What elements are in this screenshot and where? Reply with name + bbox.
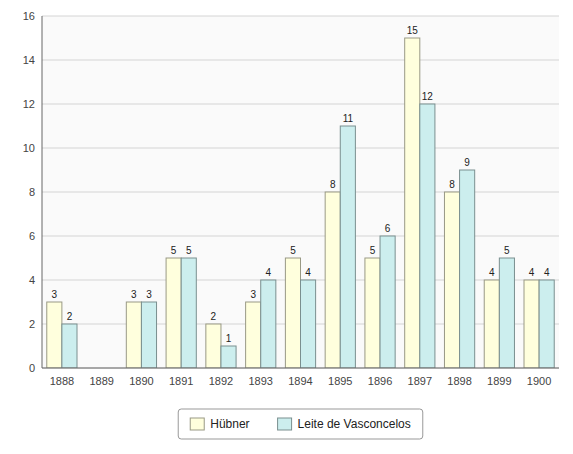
y-tick-label: 2: [29, 318, 35, 330]
data-label: 8: [449, 179, 455, 190]
data-label: 3: [131, 289, 137, 300]
x-tick-label: 1899: [487, 375, 511, 387]
x-tick-label: 1893: [248, 375, 272, 387]
data-label: 2: [211, 311, 217, 322]
plot-area: [42, 16, 559, 368]
grid-line: [42, 192, 559, 193]
bar: [405, 38, 420, 368]
data-label: 4: [266, 267, 272, 278]
data-label: 5: [171, 245, 177, 256]
data-label: 1: [226, 333, 232, 344]
data-label: 6: [385, 223, 391, 234]
data-label: 9: [464, 157, 470, 168]
data-label: 15: [407, 25, 419, 36]
bar: [460, 170, 475, 368]
data-label: 4: [489, 267, 495, 278]
x-tick-label: 1895: [328, 375, 352, 387]
data-label: 3: [250, 289, 256, 300]
x-tick-label: 1900: [527, 375, 551, 387]
bar: [126, 302, 141, 368]
y-tick-label: 4: [29, 274, 35, 286]
x-tick-label: 1894: [288, 375, 312, 387]
data-label: 2: [67, 311, 73, 322]
legend: Hübner Leite de Vasconcelos: [178, 409, 423, 439]
y-axis: 0 2 4 6 8 10 12 14 16: [23, 10, 35, 374]
bar: [340, 126, 355, 368]
bar: [499, 258, 514, 368]
legend-swatch: [278, 418, 292, 430]
bar: [166, 258, 181, 368]
grid-line: [42, 148, 559, 149]
bar: [365, 258, 380, 368]
bar: [301, 280, 316, 368]
chart: 0246810121416335235851584423514411612954…: [0, 0, 573, 454]
data-label: 5: [290, 245, 296, 256]
data-label: 12: [422, 91, 434, 102]
data-label: 4: [544, 267, 550, 278]
y-tick-label: 10: [23, 142, 35, 154]
grid: [42, 16, 559, 368]
data-label: 11: [343, 113, 354, 124]
data-label: 3: [146, 289, 152, 300]
bar: [325, 192, 340, 368]
data-label: 5: [370, 245, 376, 256]
y-tick-label: 16: [23, 10, 35, 22]
grid-line: [42, 236, 559, 237]
x-tick-label: 1891: [169, 375, 193, 387]
x-tick-label: 1898: [447, 375, 471, 387]
data-label: 4: [529, 267, 535, 278]
x-axis-line: [42, 368, 559, 369]
y-axis-line: [42, 16, 43, 368]
data-label: 3: [52, 289, 58, 300]
grid-line: [42, 104, 559, 105]
x-tick-label: 1896: [368, 375, 392, 387]
data-label: 5: [504, 245, 510, 256]
x-axis: 1888 1889 1890 1891 1892 1893 1894 1895 1896 1897…: [50, 375, 552, 387]
x-tick-label: 1892: [209, 375, 233, 387]
bar: [484, 280, 499, 368]
bar: [221, 346, 236, 368]
bar: [246, 302, 261, 368]
bar: [141, 302, 156, 368]
grid-line: [42, 16, 559, 17]
y-tick-label: 8: [29, 186, 35, 198]
bar: [380, 236, 395, 368]
y-tick-label: 12: [23, 98, 35, 110]
data-label: 8: [330, 179, 336, 190]
bars: [47, 38, 554, 368]
bar: [181, 258, 196, 368]
y-tick-label: 14: [23, 54, 35, 66]
bar: [47, 302, 62, 368]
bar: [206, 324, 221, 368]
data-label: 5: [186, 245, 192, 256]
grid-line: [42, 368, 559, 369]
x-tick-label: 1890: [129, 375, 153, 387]
bar: [62, 324, 77, 368]
grid-line: [42, 60, 559, 61]
y-tick-label: 0: [29, 362, 35, 374]
bar: [261, 280, 276, 368]
bar: [420, 104, 435, 368]
x-tick-label: 1897: [408, 375, 432, 387]
x-tick-label: 1888: [50, 375, 74, 387]
bar: [524, 280, 539, 368]
legend-label: Hübner: [210, 417, 249, 431]
bar: [285, 258, 300, 368]
data-labels: 335235851584423514411612954: [52, 25, 550, 344]
x-tick-label: 1889: [89, 375, 113, 387]
legend-swatch: [190, 418, 204, 430]
bar: [444, 192, 459, 368]
data-label: 4: [305, 267, 311, 278]
legend-box: [178, 409, 423, 439]
y-tick-label: 6: [29, 230, 35, 242]
bar: [539, 280, 554, 368]
legend-label: Leite de Vasconcelos: [298, 417, 411, 431]
